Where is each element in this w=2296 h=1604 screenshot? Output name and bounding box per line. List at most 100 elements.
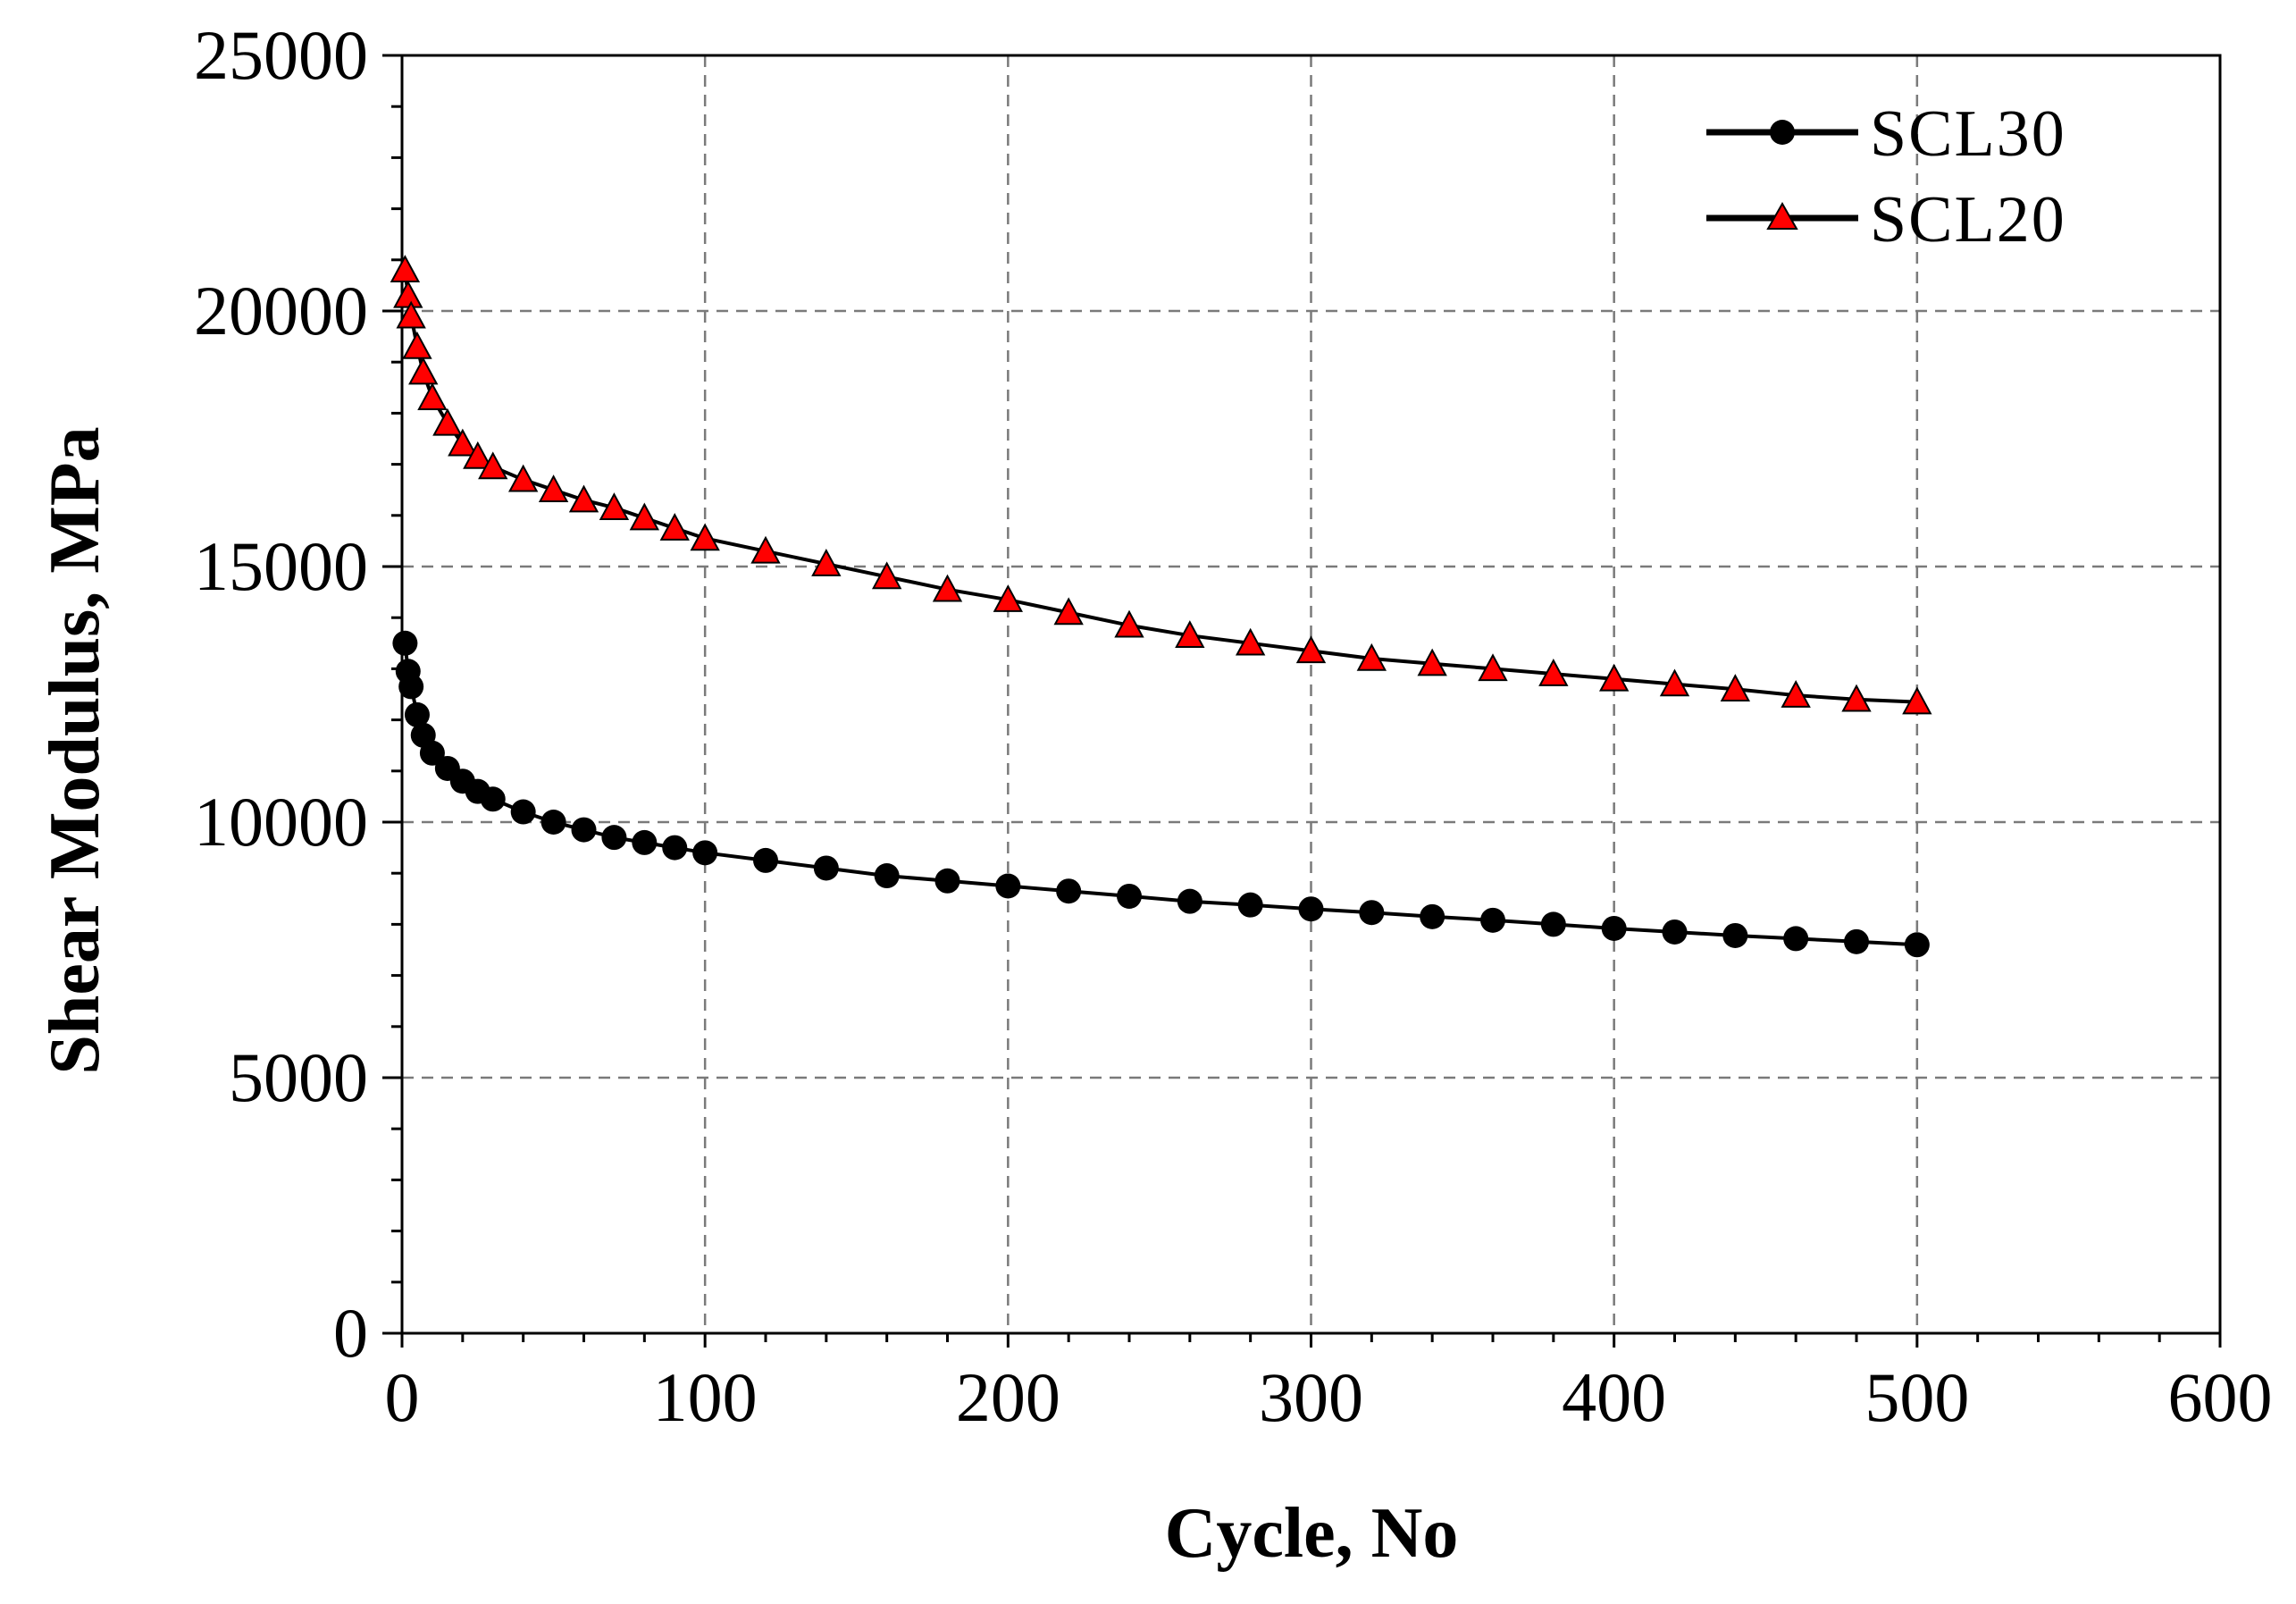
legend-marker-scl30 — [1770, 120, 1795, 145]
data-point-scl20 — [396, 300, 426, 329]
legend-entry-scl30: SCL30 — [1706, 97, 2066, 171]
y-tick-label: 5000 — [229, 1038, 368, 1116]
data-point-scl30 — [662, 835, 688, 861]
data-point-scl30 — [813, 855, 839, 881]
data-point-scl20 — [1295, 635, 1327, 664]
data-point-scl20 — [568, 484, 599, 513]
data-point-scl30 — [1177, 888, 1202, 914]
x-tick-label: 200 — [956, 1358, 1060, 1436]
data-point-scl20 — [507, 464, 539, 492]
data-point-scl20 — [1114, 609, 1144, 638]
x-axis-title: Cycle, No — [1165, 1494, 1459, 1573]
data-point-scl20 — [1538, 659, 1569, 686]
data-point-scl20 — [1720, 674, 1751, 702]
data-point-scl30 — [480, 786, 506, 812]
data-point-scl30 — [1601, 915, 1627, 941]
data-point-scl30 — [1117, 883, 1142, 909]
data-series — [390, 255, 1932, 958]
data-point-scl20 — [659, 512, 690, 541]
data-point-scl30 — [404, 701, 430, 727]
x-tick-label: 600 — [2168, 1358, 2273, 1436]
data-point-scl30 — [540, 810, 566, 835]
legend: SCL30 SCL20 — [1706, 97, 2066, 256]
data-point-scl20 — [1598, 663, 1630, 692]
y-tick-label: 20000 — [194, 272, 368, 349]
data-point-scl30 — [510, 799, 536, 825]
data-point-scl20 — [448, 428, 478, 457]
data-point-scl30 — [1298, 896, 1324, 922]
legend-label-scl30: SCL30 — [1870, 97, 2066, 171]
data-point-scl20 — [1902, 686, 1932, 715]
data-point-scl20 — [1053, 597, 1084, 626]
y-tick-label: 0 — [333, 1294, 368, 1372]
data-point-scl30 — [1783, 926, 1809, 952]
data-point-scl20 — [1175, 620, 1205, 648]
series-scl20 — [390, 255, 1932, 715]
data-point-scl20 — [1841, 684, 1872, 712]
legend-entry-scl20: SCL20 — [1706, 183, 2066, 256]
data-point-scl30 — [753, 847, 778, 873]
data-point-scl20 — [417, 382, 448, 410]
data-point-scl30 — [632, 829, 658, 855]
data-point-scl30 — [601, 825, 627, 851]
data-point-scl20 — [811, 549, 842, 576]
data-point-scl20 — [871, 561, 902, 590]
data-point-scl20 — [599, 492, 630, 520]
series-line-scl20 — [403, 269, 1917, 704]
y-axis-title: Shear Modulus, MPa — [36, 426, 114, 1074]
data-point-scl20 — [1478, 653, 1508, 682]
x-tick-label: 500 — [1864, 1358, 1969, 1436]
data-point-scl20 — [1417, 648, 1447, 676]
data-point-scl20 — [1235, 627, 1266, 656]
data-point-scl30 — [392, 630, 418, 656]
data-point-scl30 — [692, 840, 718, 866]
data-point-scl20 — [629, 502, 660, 531]
data-point-scl30 — [571, 817, 597, 843]
data-point-scl30 — [874, 863, 900, 889]
data-point-scl20 — [932, 574, 963, 602]
data-point-scl20 — [1356, 642, 1387, 671]
data-point-scl30 — [1540, 911, 1566, 937]
data-point-scl20 — [538, 474, 569, 502]
x-tick-label: 100 — [653, 1358, 758, 1436]
data-point-scl30 — [1722, 922, 1748, 948]
legend-label-scl20: SCL20 — [1870, 183, 2066, 256]
data-point-scl20 — [750, 535, 781, 564]
data-point-scl30 — [995, 873, 1021, 899]
data-point-scl20 — [408, 357, 439, 385]
y-tick-label: 10000 — [194, 783, 368, 861]
data-point-scl20 — [432, 407, 463, 436]
data-point-scl30 — [1662, 919, 1688, 945]
x-tick-label: 300 — [1259, 1358, 1363, 1436]
data-point-scl20 — [463, 441, 493, 469]
data-point-scl30 — [1844, 928, 1869, 954]
x-tick-label: 0 — [385, 1358, 420, 1436]
data-point-scl30 — [398, 674, 424, 700]
data-point-scl30 — [419, 740, 445, 766]
data-point-scl30 — [1480, 907, 1505, 933]
legend-marker-scl20 — [1766, 201, 1798, 230]
data-point-scl30 — [1420, 903, 1445, 929]
series-line-scl30 — [403, 642, 1917, 947]
data-point-scl20 — [402, 331, 432, 359]
data-point-scl30 — [1056, 878, 1082, 904]
data-point-scl20 — [690, 523, 720, 551]
x-tick-label: 400 — [1562, 1358, 1666, 1436]
data-point-scl20 — [993, 584, 1024, 612]
data-point-scl30 — [1359, 900, 1385, 926]
y-tick-label: 25000 — [194, 16, 368, 94]
data-point-scl20 — [393, 280, 423, 308]
data-point-scl30 — [1237, 892, 1263, 918]
y-tick-label: 15000 — [194, 527, 368, 605]
tick-labels: 0 100 200 300 400 500 600 0 5000 10000 15000 20000 2… — [194, 16, 2273, 1436]
axis-ticks — [382, 54, 2222, 1348]
data-point-scl30 — [1904, 932, 1930, 958]
series-scl30 — [392, 630, 1930, 958]
grid-lines — [402, 55, 2220, 1333]
data-point-scl30 — [934, 868, 960, 894]
data-point-scl20 — [1659, 668, 1690, 697]
data-point-scl20 — [478, 451, 508, 480]
data-point-scl20 — [390, 255, 421, 282]
data-point-scl20 — [1781, 680, 1811, 708]
